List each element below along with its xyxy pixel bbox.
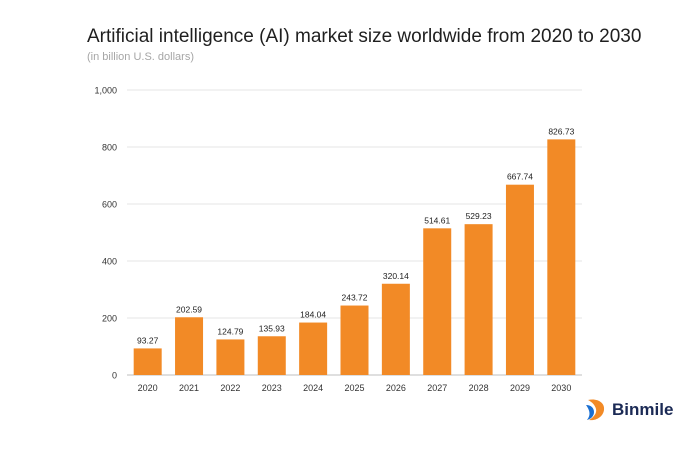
data-label: 202.59 [176, 304, 202, 314]
bar [381, 283, 410, 375]
data-label: 529.23 [466, 211, 492, 221]
bar [299, 322, 328, 375]
y-tick-label: 800 [102, 143, 117, 153]
brand-name: Binmile [612, 400, 674, 419]
data-label: 135.93 [259, 323, 285, 333]
bar [505, 184, 534, 375]
x-tick-label: 2021 [179, 383, 199, 393]
data-label: 93.27 [137, 335, 159, 345]
x-tick-label: 2028 [469, 383, 489, 393]
data-label: 184.04 [300, 310, 326, 320]
y-tick-label: 600 [102, 200, 117, 210]
bar [423, 228, 452, 375]
x-tick-label: 2027 [427, 383, 447, 393]
bar [340, 305, 369, 375]
bar [216, 339, 245, 375]
x-tick-label: 2029 [510, 383, 530, 393]
bar [175, 317, 204, 375]
bars [133, 139, 576, 375]
data-labels: 93.27 202.59 124.79 135.93 184.04 243.72 320.1… [137, 126, 575, 345]
data-label: 320.14 [383, 271, 409, 281]
bar [547, 139, 576, 375]
bar [133, 348, 162, 375]
y-tick-label: 0 [112, 371, 117, 381]
y-tick-label: 200 [102, 314, 117, 324]
y-tick-label: 400 [102, 257, 117, 267]
chart-subtitle: (in billion U.S. dollars) [87, 51, 194, 63]
x-tick-label: 2024 [303, 383, 323, 393]
bar [257, 336, 286, 375]
chart-title: Artificial intelligence (AI) market size… [87, 26, 642, 47]
x-tick-label: 2026 [386, 383, 406, 393]
brand-logo: Binmile [584, 397, 673, 423]
y-tick-labels: 0 200 400 600 800 1,000 [94, 86, 117, 381]
x-tick-labels: 2020 2021 2022 2023 2024 2025 2026 2027 2028 2029… [138, 383, 572, 393]
data-label: 243.72 [342, 293, 368, 303]
x-tick-label: 2022 [220, 383, 240, 393]
x-tick-label: 2023 [262, 383, 282, 393]
data-label: 667.74 [507, 172, 533, 182]
x-tick-label: 2030 [551, 383, 571, 393]
binmile-logo-icon [586, 399, 605, 421]
x-tick-label: 2025 [344, 383, 364, 393]
data-label: 514.61 [424, 215, 450, 225]
bar [464, 224, 493, 375]
data-label: 826.73 [548, 126, 574, 136]
x-tick-label: 2020 [138, 383, 158, 393]
y-tick-label: 1,000 [94, 86, 117, 96]
data-label: 124.79 [217, 326, 243, 336]
